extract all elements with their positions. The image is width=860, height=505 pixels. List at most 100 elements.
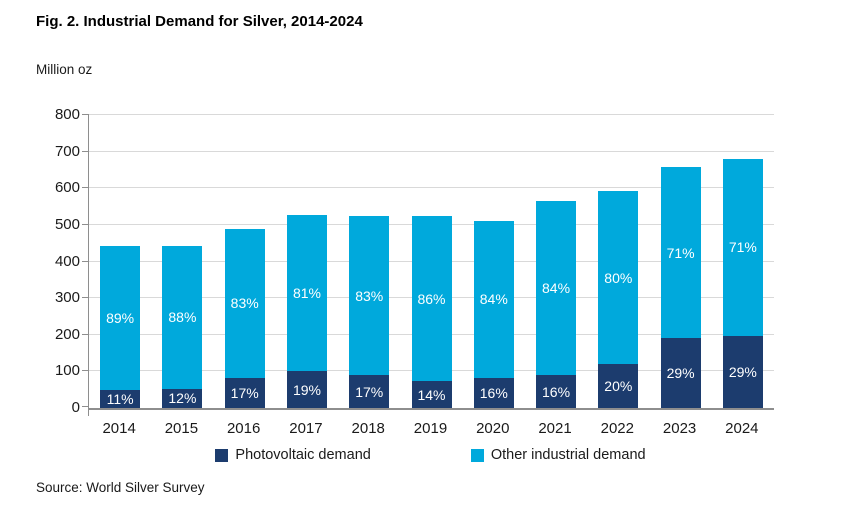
x-axis-tick-label: 2018 [351, 420, 385, 437]
y-axis-tick [82, 297, 89, 299]
x-axis-tick-label: 2015 [164, 420, 199, 437]
bar-percent-label: 88% [168, 309, 197, 326]
bar-percent-label: 83% [230, 295, 259, 312]
bar-segment-photovoltaic: 12% [162, 388, 203, 408]
bar-percent-label: 86% [417, 290, 446, 307]
bar-2019: 86% 14% [411, 216, 452, 408]
y-axis-tick [82, 187, 89, 189]
bar-percent-label: 71% [666, 244, 695, 261]
bar-percent-label: 29% [666, 365, 695, 382]
bar-segment-photovoltaic: 11% [100, 390, 141, 408]
y-axis-unit-label: Million oz [36, 62, 93, 77]
legend-item-other-industrial-demand: Other industrial demand [470, 447, 646, 463]
bar-segment-other-industrial: 84% [536, 201, 577, 376]
bar-2014: 89% 11% [100, 246, 141, 408]
y-axis-tick [82, 223, 89, 225]
gridline [89, 187, 774, 189]
bar-segment-other-industrial: 81% [286, 215, 327, 372]
bar-segment-photovoltaic: 14% [411, 381, 452, 408]
bar-percent-label: 84% [542, 280, 571, 297]
bar-percent-label: 71% [728, 239, 757, 256]
bar-percent-label: 17% [355, 383, 384, 400]
y-axis-tick-label: 400 [54, 252, 80, 270]
bar-segment-photovoltaic: 19% [286, 371, 327, 408]
y-axis-tick-label: 500 [54, 215, 80, 233]
y-axis-tick [82, 370, 89, 372]
y-axis-tick-label: 800 [54, 106, 80, 123]
bar-segment-other-industrial: 71% [722, 158, 763, 336]
bar-segment-photovoltaic: 29% [722, 335, 763, 408]
bar-segment-other-industrial: 80% [598, 190, 639, 365]
bar-2015: 88% 12% [162, 245, 203, 408]
x-axis-tick-label: 2017 [289, 420, 323, 437]
bar-segment-other-industrial: 83% [224, 228, 265, 378]
bar-2020: 84% 16% [473, 220, 514, 408]
bar-2023: 71% 29% [660, 167, 701, 408]
chart-title: Fig. 2. Industrial Demand for Silver, 20… [36, 13, 363, 30]
bar-segment-other-industrial: 86% [411, 216, 452, 382]
bar-segment-other-industrial: 88% [162, 245, 203, 389]
source-note: Source: World Silver Survey [36, 480, 205, 495]
x-axis-tick-label: 2016 [226, 420, 261, 437]
bar-segment-photovoltaic: 16% [473, 377, 514, 408]
bar-2016: 83% 17% [224, 228, 265, 408]
bar-percent-label: 11% [106, 391, 134, 408]
x-axis-tick-label: 2019 [413, 420, 448, 437]
bar-percent-label: 16% [479, 384, 508, 401]
bar-segment-other-industrial: 83% [349, 215, 390, 376]
bar-2017: 81% 19% [286, 215, 327, 408]
y-axis-tick-label: 700 [54, 142, 80, 160]
legend-swatch-icon [215, 448, 229, 462]
y-axis-tick [82, 333, 89, 335]
bar-percent-label: 16% [542, 383, 571, 400]
bar-segment-photovoltaic: 16% [536, 375, 577, 408]
y-axis-tick [82, 260, 89, 262]
x-axis-tick-label: 2021 [538, 420, 572, 437]
bar-percent-label: 89% [106, 310, 135, 327]
bar-segment-other-industrial: 84% [473, 220, 514, 378]
x-axis-tick-label: 2024 [725, 420, 759, 437]
bar-2022: 80% 20% [598, 190, 639, 408]
x-axis-tick-label: 2020 [476, 420, 510, 437]
bar-segment-photovoltaic: 29% [660, 338, 701, 408]
x-axis-tick-label: 2022 [600, 420, 634, 437]
bar-segment-photovoltaic: 17% [224, 377, 265, 408]
y-axis-tick-label: 600 [54, 179, 80, 197]
bar-segment-photovoltaic: 20% [598, 364, 639, 408]
legend-item-photovoltaic-demand: Photovoltaic demand [215, 447, 371, 463]
legend-label: Other industrial demand [490, 447, 646, 463]
y-axis-tick [82, 150, 89, 152]
bar-percent-label: 81% [292, 285, 321, 302]
y-axis-tick [82, 114, 89, 115]
bar-segment-other-industrial: 71% [660, 167, 701, 339]
gridline [89, 150, 774, 152]
bar-2021: 84% 16% [536, 201, 577, 408]
y-axis-tick [82, 406, 89, 407]
x-axis-tick-label: 2023 [662, 420, 697, 437]
bar-2024: 71% 29% [722, 158, 763, 408]
bar-percent-label: 20% [604, 378, 633, 395]
y-axis-tick-label: 100 [54, 362, 80, 380]
bar-percent-label: 29% [728, 363, 757, 380]
y-axis-tick-label: 300 [54, 289, 80, 307]
bar-2018: 83% 17% [349, 215, 390, 408]
x-axis-origin-tick [88, 410, 89, 416]
bar-percent-label: 80% [604, 269, 633, 286]
bar-segment-other-industrial: 89% [100, 246, 141, 391]
bar-percent-label: 14% [417, 386, 446, 403]
bar-segment-photovoltaic: 17% [349, 375, 390, 408]
gridline [89, 114, 774, 115]
bar-percent-label: 84% [479, 291, 508, 308]
legend-swatch-icon [470, 448, 484, 462]
legend: Photovoltaic demand Other industrial dema… [88, 447, 773, 463]
plot-area: 89% 11% 88% 12% 83% 17% 81% 19% 83% 17% 86% 14% 84% 1… [82, 114, 774, 416]
bar-percent-label: 19% [292, 381, 321, 398]
bar-percent-label: 83% [355, 287, 384, 304]
y-axis-tick-label: 200 [54, 325, 80, 343]
x-axis-tick-label: 2014 [102, 420, 136, 437]
bar-percent-label: 12% [168, 390, 197, 407]
bar-percent-label: 17% [230, 384, 259, 401]
legend-label: Photovoltaic demand [235, 447, 371, 463]
y-axis-tick-label: 0 [71, 399, 80, 416]
